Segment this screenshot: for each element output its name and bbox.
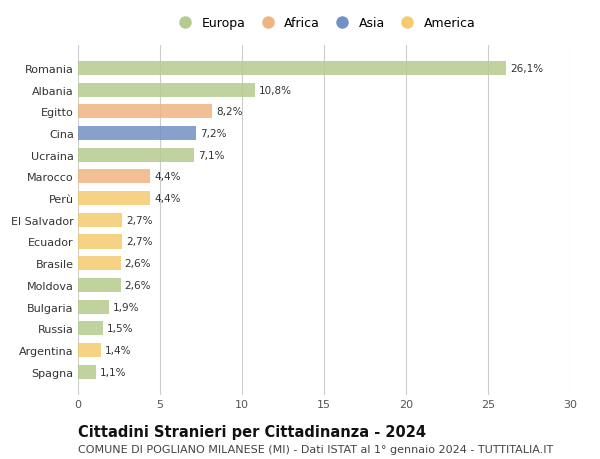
Text: 4,4%: 4,4% — [154, 172, 181, 182]
Bar — [78, 321, 103, 336]
Text: 4,4%: 4,4% — [154, 194, 181, 204]
Text: 2,6%: 2,6% — [125, 258, 151, 269]
Bar — [78, 365, 96, 379]
Text: 2,7%: 2,7% — [127, 237, 153, 247]
Bar — [78, 343, 101, 357]
Bar — [78, 127, 196, 141]
Bar — [78, 213, 122, 227]
Text: 1,4%: 1,4% — [105, 345, 131, 355]
Bar — [78, 84, 255, 97]
Text: 1,1%: 1,1% — [100, 367, 127, 377]
Text: 8,2%: 8,2% — [217, 107, 243, 117]
Bar — [78, 148, 194, 162]
Text: 26,1%: 26,1% — [510, 64, 543, 74]
Text: 7,1%: 7,1% — [199, 151, 225, 160]
Bar — [78, 300, 109, 314]
Bar — [78, 105, 212, 119]
Text: Cittadini Stranieri per Cittadinanza - 2024: Cittadini Stranieri per Cittadinanza - 2… — [78, 425, 426, 440]
Text: 7,2%: 7,2% — [200, 129, 227, 139]
Text: 2,7%: 2,7% — [127, 215, 153, 225]
Text: 2,6%: 2,6% — [125, 280, 151, 290]
Text: 1,5%: 1,5% — [107, 324, 133, 334]
Bar — [78, 170, 150, 184]
Bar — [78, 278, 121, 292]
Bar — [78, 62, 506, 76]
Bar — [78, 257, 121, 271]
Bar — [78, 192, 150, 206]
Text: 1,9%: 1,9% — [113, 302, 140, 312]
Text: COMUNE DI POGLIANO MILANESE (MI) - Dati ISTAT al 1° gennaio 2024 - TUTTITALIA.IT: COMUNE DI POGLIANO MILANESE (MI) - Dati … — [78, 444, 553, 454]
Text: 10,8%: 10,8% — [259, 85, 292, 95]
Bar — [78, 235, 122, 249]
Legend: Europa, Africa, Asia, America: Europa, Africa, Asia, America — [173, 17, 475, 30]
